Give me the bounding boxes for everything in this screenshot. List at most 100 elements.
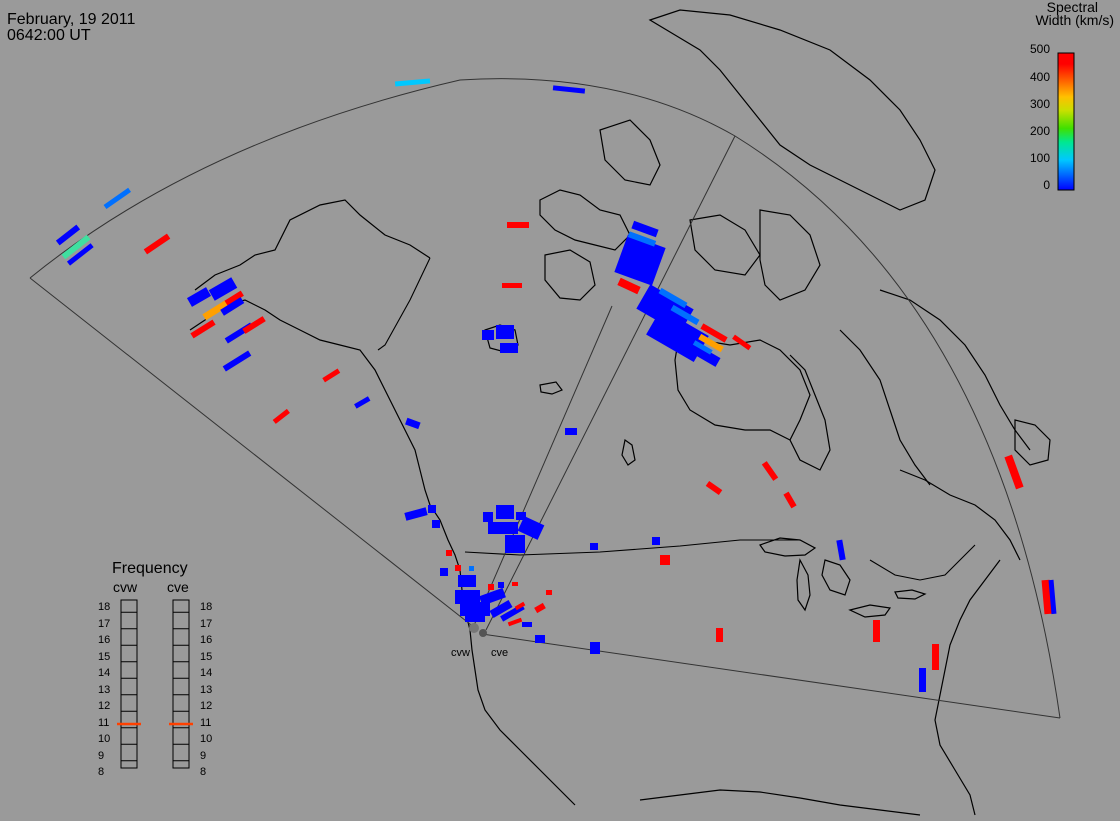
colorbar-tick: 0 — [1043, 178, 1050, 192]
cve-frequency-label: 12 — [200, 700, 213, 712]
fov-south-edge — [481, 633, 1061, 719]
lake-michigan — [796, 558, 811, 612]
frequency-boxes — [117, 599, 193, 769]
cve-frequency-bar — [172, 599, 190, 769]
echo-cell — [222, 290, 244, 308]
echo-cell — [428, 505, 436, 513]
echo-cell — [565, 428, 577, 435]
echo-cell — [502, 283, 522, 288]
victoria-island — [544, 249, 596, 301]
echo-cell — [535, 635, 545, 643]
echo-cell — [658, 287, 688, 309]
radar-echoes — [55, 78, 1057, 692]
lake-ontario — [894, 589, 927, 600]
echo-cell — [354, 396, 371, 409]
echo-cell — [660, 555, 670, 565]
colorbar-tick: 500 — [1029, 42, 1050, 56]
echo-cell — [732, 334, 752, 351]
cve-frequency-label: 15 — [200, 650, 213, 663]
cvw-frequency-bar — [120, 599, 138, 769]
echo-cell — [202, 300, 229, 321]
cvw-frequency-label: 12 — [98, 700, 111, 712]
echo-cell — [546, 590, 552, 595]
cve-frequency-label: 17 — [200, 617, 213, 630]
echo-cell — [783, 491, 797, 509]
echo-cell — [496, 505, 514, 519]
echo-cell — [652, 537, 660, 545]
echo-cell — [716, 628, 723, 642]
canada-us-border-east — [869, 544, 976, 581]
time-label: 0642:00 UT — [7, 27, 91, 44]
echo-cell — [512, 582, 518, 586]
date-label: February, 19 2011 — [7, 11, 136, 28]
echo-cell — [432, 520, 440, 528]
echo-cell — [590, 543, 598, 550]
labrador-coastline — [879, 289, 1031, 451]
baffin-island — [759, 209, 821, 301]
echo-cell — [440, 568, 448, 576]
echo-cell — [552, 85, 586, 94]
hudson-bay-west — [674, 329, 791, 441]
cvw-frequency-label: 15 — [98, 650, 111, 663]
frequency-panel-title: Frequency — [112, 560, 188, 577]
echo-cell — [932, 644, 939, 670]
arctic-island-1 — [539, 189, 631, 251]
us-east-coast — [934, 559, 1001, 816]
echo-cell — [322, 368, 341, 383]
bc-coastline — [429, 504, 576, 806]
echo-cell — [517, 516, 545, 540]
fov-center-right — [485, 135, 736, 631]
colorbar-title-line1: Spectral — [1046, 0, 1098, 15]
echo-cell — [488, 584, 494, 590]
echo-cell — [516, 512, 526, 520]
fov-west-edge — [29, 277, 476, 629]
alaska-canada-border — [377, 257, 431, 351]
canada-us-border — [464, 539, 800, 556]
echo-cell — [404, 507, 428, 521]
cve-frequency-label: 9 — [200, 749, 207, 762]
echo-cell — [489, 600, 513, 618]
echo-cell — [61, 234, 91, 260]
echo-cell — [705, 480, 723, 496]
radar-fov-outline — [29, 78, 1061, 719]
echo-cell — [496, 325, 514, 339]
echo-cell — [272, 408, 290, 424]
radar-site-west-label: cvw — [451, 647, 470, 659]
echo-cell — [1048, 579, 1057, 615]
colorbar-tick: 100 — [1029, 151, 1050, 165]
radar-site-east-label: cve — [491, 647, 509, 659]
echo-cell — [507, 617, 523, 627]
political-borders — [377, 257, 976, 581]
cvw-frequency-label: 16 — [98, 634, 111, 646]
alaska-coastline — [194, 199, 431, 291]
echo-cell — [498, 582, 504, 588]
echo-cell — [692, 340, 713, 355]
arctic-island-2 — [599, 119, 661, 186]
echo-cell — [479, 587, 506, 606]
echo-cell — [507, 222, 529, 228]
echo-cell — [186, 287, 212, 307]
cve-frequency-heading: cve — [167, 579, 189, 595]
labrador-inner — [839, 329, 931, 486]
echo-cell — [394, 78, 431, 87]
echo-cell — [103, 187, 132, 210]
echo-cell — [465, 612, 485, 622]
colorbar-tick: 300 — [1029, 97, 1050, 111]
cve-frequency-label: 13 — [200, 683, 213, 696]
echo-cell — [514, 601, 526, 611]
cve-frequency-label: 8 — [200, 766, 207, 778]
echo-cell — [482, 330, 494, 340]
cvw-frequency-label: 14 — [98, 667, 111, 679]
st-lawrence-coast — [899, 469, 1021, 561]
echo-cell — [220, 297, 245, 316]
echo-cell — [627, 231, 657, 247]
echo-cell — [469, 566, 474, 571]
radar-site-west-marker — [469, 623, 479, 633]
echo-cell — [242, 316, 266, 334]
echo-cell — [405, 417, 421, 430]
fov-outer-arc — [29, 78, 1061, 719]
echo-cell — [208, 277, 238, 301]
echo-cell — [446, 550, 452, 556]
